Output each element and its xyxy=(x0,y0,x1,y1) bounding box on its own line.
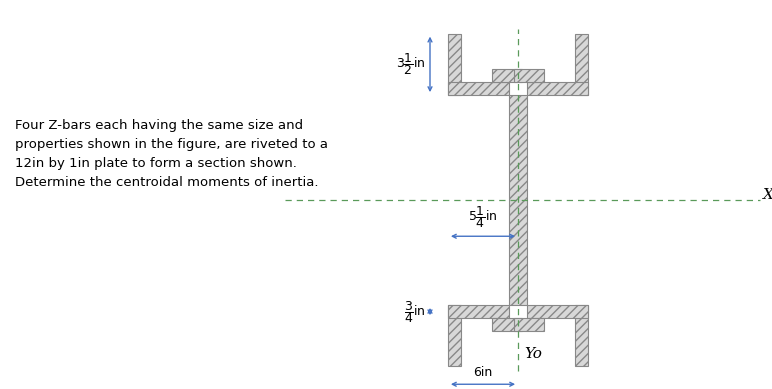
Text: Four Z-bars each having the same size and
properties shown in the figure, are ri: Four Z-bars each having the same size an… xyxy=(15,119,328,189)
Bar xyxy=(492,318,523,331)
Bar xyxy=(448,305,510,318)
Text: Yo: Yo xyxy=(524,347,542,361)
Text: 6in: 6in xyxy=(473,366,493,379)
Bar xyxy=(448,82,510,95)
Bar xyxy=(513,69,544,82)
Text: $5\dfrac{1}{4}$in: $5\dfrac{1}{4}$in xyxy=(468,204,498,230)
Bar xyxy=(492,69,523,82)
Text: $3\dfrac{1}{2}$in: $3\dfrac{1}{2}$in xyxy=(396,51,426,77)
Bar xyxy=(527,305,588,318)
Bar xyxy=(448,34,461,95)
Bar xyxy=(513,318,544,331)
Bar xyxy=(448,305,461,366)
Text: $\dfrac{3}{4}$in: $\dfrac{3}{4}$in xyxy=(404,299,426,324)
Bar xyxy=(527,82,588,95)
Bar xyxy=(575,305,588,366)
Text: Xo: Xo xyxy=(763,188,772,202)
Bar xyxy=(575,34,588,95)
Bar xyxy=(510,95,527,305)
